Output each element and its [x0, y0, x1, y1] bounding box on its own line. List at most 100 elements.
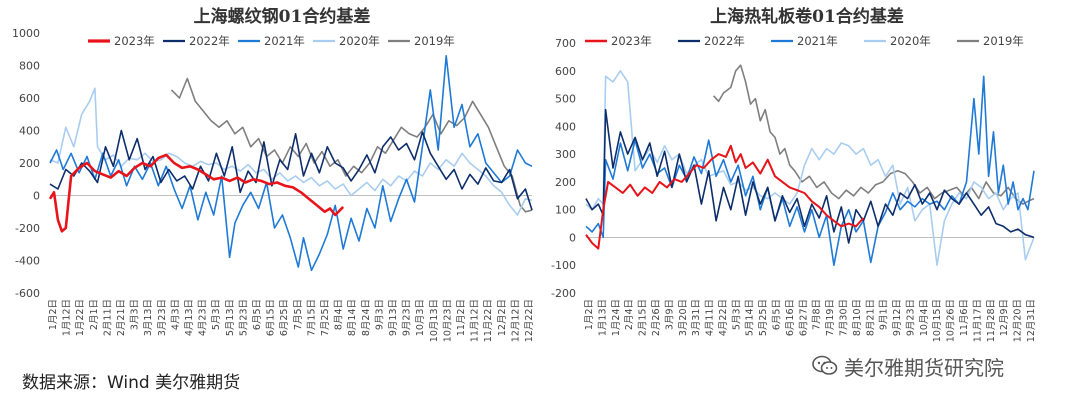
x-tick-label: 12月22日 [524, 299, 535, 342]
series-line-2020年 [585, 70, 1035, 266]
series-line-2019年 [713, 64, 1035, 205]
x-tick-label: 6月15日 [266, 299, 277, 336]
series-line-2020年 [49, 87, 533, 216]
x-tick-label: 10月15日 [932, 299, 943, 342]
y-tick-label: 100 [555, 204, 576, 217]
x-tick-label: 5月23日 [238, 299, 249, 336]
x-tick-label: 4月11日 [705, 299, 716, 336]
legend-label: 2021年 [797, 34, 838, 48]
series-group [48, 55, 533, 272]
x-tick-label: 4月3日 [170, 299, 181, 330]
x-tick-label: 1月12日 [62, 299, 73, 336]
x-tick-label: 9月3日 [374, 299, 385, 330]
x-tick-label: 5月13日 [225, 299, 236, 336]
x-tick-label: 6月5日 [252, 299, 263, 330]
x-tick-label: 6月16日 [785, 299, 796, 336]
legend-label: 2023年 [114, 34, 155, 48]
y-tick-label: 700 [555, 37, 576, 50]
legend-label: 2020年 [339, 34, 380, 48]
x-tick-label: 12月20日 [1013, 299, 1024, 342]
x-tick-label: 12月2日 [497, 299, 508, 336]
x-tick-label: 5月14日 [745, 299, 756, 336]
series-line-2021年 [585, 75, 1035, 266]
x-tick-label: 8月24日 [361, 299, 372, 336]
y-tick-label: -100 [551, 259, 576, 272]
x-tick-label: 1月2日 [584, 299, 595, 330]
x-tick-label: 10月23日 [442, 299, 453, 342]
y-tick-label: 400 [19, 125, 40, 138]
x-tick-label: 9月12日 [892, 299, 903, 336]
x-tick-label: 8月4日 [334, 299, 345, 330]
x-tick-label: 1月2日 [48, 299, 59, 330]
y-tick-label: -200 [551, 287, 576, 300]
x-tick-label: 4月23日 [198, 299, 209, 336]
chart-rebar-basis: 上海螺纹钢01合约基差 2023年 2022年 2021年 2020年 2019年 -6… [12, 6, 535, 342]
x-tick-label: 9月23日 [402, 299, 413, 336]
x-tick-label: 2月1日 [89, 299, 100, 330]
legend-label: 2022年 [189, 34, 230, 48]
x-tick-label: 1月24日 [611, 299, 622, 336]
x-tick-label: 11月12日 [470, 299, 481, 342]
series-line-2023年 [48, 153, 345, 233]
watermark-text: 美尔雅期货研究院 [844, 355, 1004, 380]
x-tick-label: 3月13日 [143, 299, 154, 336]
y-tick-label: 200 [19, 157, 40, 170]
y-tick-label: 300 [555, 148, 576, 161]
series-group [585, 64, 1035, 266]
x-tick-label: 10月4日 [919, 299, 930, 336]
x-tick-label: 9月13日 [388, 299, 399, 336]
x-tick-label: 2月21日 [116, 299, 127, 336]
x-tick-label: 4月13日 [184, 299, 195, 336]
legend-label: 2020年 [890, 34, 931, 48]
y-tick-label: 500 [555, 93, 576, 106]
series-line-2021年 [49, 55, 533, 272]
x-tick-label: 11月28日 [986, 299, 997, 342]
x-tick-label: 1月22日 [75, 299, 86, 336]
x-tick-label: 10月26日 [946, 299, 957, 342]
watermark: 美尔雅期货研究院 [812, 350, 1004, 382]
chart-hrc-basis: 上海热轧板卷01合约基差 2023年 2022年 2021年 2020年 2019年 -… [551, 6, 1037, 342]
x-tick-label: 1月13日 [597, 299, 608, 336]
x-tick-label: 9月23日 [905, 299, 916, 336]
y-axis: -600 -400 -200 0 200 400 600 800 1000 [12, 27, 40, 300]
x-tick-label: 11月22日 [483, 299, 494, 342]
data-source-note: 数据来源：Wind 美尔雅期货 [22, 373, 241, 393]
legend-label: 2019年 [983, 34, 1024, 48]
x-tick-label: 10月13日 [429, 299, 440, 342]
x-tick-label: 5月3日 [211, 299, 222, 330]
y-tick-label: -200 [15, 222, 40, 235]
legend: 2023年 2022年 2021年 2020年 2019年 [585, 34, 1024, 48]
x-tick-label: 7月15日 [306, 299, 317, 336]
x-tick-label: 2月26日 [651, 299, 662, 336]
legend-label: 2019年 [414, 34, 455, 48]
x-tick-label: 3月31日 [691, 299, 702, 336]
x-tick-label: 8月21日 [865, 299, 876, 336]
x-tick-label: 7月19日 [825, 299, 836, 336]
legend-label: 2023年 [611, 34, 652, 48]
x-tick-label: 9月1日 [879, 299, 890, 330]
x-tick-label: 10月3日 [415, 299, 426, 336]
wechat-icon [812, 355, 838, 375]
x-tick-label: 7月30日 [838, 299, 849, 336]
x-axis: 1月2日 1月13日 1月24日 2月4日 2月15日 2月26日 3月9日 3月20日 3月3… [584, 299, 1037, 342]
series-line-2019年 [170, 77, 533, 213]
x-tick-label: 12月9日 [999, 299, 1010, 336]
x-tick-label: 7月5日 [293, 299, 304, 330]
y-tick-label: 600 [19, 92, 40, 105]
y-axis: -200 -100 0 100 200 300 400 500 600 700 [551, 37, 576, 300]
series-line-2022年 [49, 129, 533, 211]
x-tick-label: 2月4日 [624, 299, 635, 330]
y-tick-label: 1000 [12, 27, 40, 40]
y-tick-label: -400 [15, 255, 40, 268]
x-tick-label: 7月25日 [320, 299, 331, 336]
y-tick-label: 0 [33, 190, 40, 203]
x-tick-label: 8月10日 [852, 299, 863, 336]
x-tick-label: 3月3日 [130, 299, 141, 330]
x-tick-label: 11月2日 [456, 299, 467, 336]
legend-label: 2021年 [264, 34, 305, 48]
series-line-2023年 [585, 144, 865, 250]
x-tick-label: 3月9日 [664, 299, 675, 330]
x-tick-label: 12月12日 [510, 299, 521, 342]
chart-title: 上海螺纹钢01合约基差 [194, 6, 371, 27]
